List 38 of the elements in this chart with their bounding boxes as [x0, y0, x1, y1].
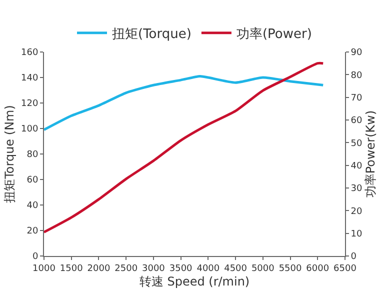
y2-tick-label: 70	[350, 93, 363, 104]
line-series	[44, 74, 324, 132]
x-axis-title: 转速 Speed (r/min)	[139, 274, 250, 289]
y-tick-label: 0	[32, 252, 38, 262]
y2-tick-label: 30	[350, 184, 363, 194]
y2-tick-label: 90	[350, 48, 363, 58]
y2-tick-label: 50	[350, 138, 363, 149]
y2-tick-label: 80	[350, 70, 363, 81]
line-series	[44, 62, 324, 234]
legend-label: 功率(Power)	[236, 26, 312, 42]
legend-label: 扭矩(Torque)	[112, 26, 192, 42]
y2-tick-label: 40	[350, 161, 363, 172]
x-tick-label: 2500	[114, 264, 138, 274]
y-tick-label: 20	[26, 226, 38, 237]
x-tick-label: 6000	[306, 264, 330, 274]
y-tick-label: 140	[21, 74, 38, 84]
x-tick-label: 3000	[142, 264, 166, 274]
y2-tick-label: 10	[350, 229, 363, 240]
y2-axis-title: 功率Power(Kw)	[363, 110, 378, 198]
y-tick-label: 80	[26, 150, 38, 160]
y-tick-label: 60	[26, 176, 38, 186]
y-tick-label: 120	[21, 99, 38, 110]
y2-tick-label: 60	[350, 116, 363, 126]
x-tick-label: 1000	[32, 264, 56, 274]
x-tick-label: 5500	[278, 264, 302, 274]
y-tick-label: 100	[21, 124, 38, 135]
x-tick-label: 6500	[334, 264, 357, 274]
y2-tick-label: 20	[350, 206, 363, 217]
x-tick-label: 4000	[196, 264, 220, 274]
x-tick-label: 1500	[60, 264, 84, 274]
y2-tick-label: 0	[350, 252, 357, 262]
x-tick-label: 3500	[169, 264, 193, 274]
x-tick-label: 2000	[87, 264, 110, 274]
y-tick-label: 160	[21, 48, 38, 58]
x-tick-label: 5000	[251, 264, 275, 274]
x-tick-label: 4500	[224, 264, 248, 274]
y-tick-label: 40	[26, 201, 38, 212]
y-axis-title: 扭矩Torque (Nm)	[2, 105, 16, 203]
